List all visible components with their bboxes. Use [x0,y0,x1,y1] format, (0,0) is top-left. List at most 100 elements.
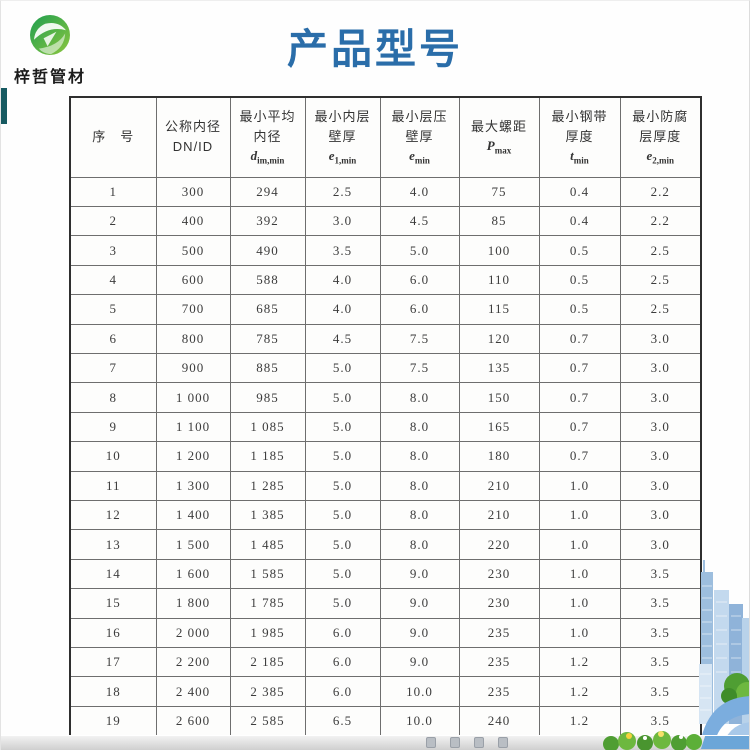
table-row: 14 1 600 1 585 5.0 9.0 230 1.0 3.5 [69,558,702,590]
table-cell: 2 200 [155,646,231,678]
table-cell: 6.0 [379,264,460,296]
table-cell: 0.7 [538,382,621,413]
table-cell: 4.0 [304,294,381,325]
table-row: 13 1 500 1 485 5.0 8.0 220 1.0 3.0 [69,529,702,560]
table-cell: 900 [155,352,231,384]
table-cell: 1.0 [538,470,621,501]
table-cell: 0.5 [538,235,621,266]
table-cell: 294 [229,176,306,207]
table-cell: 1.0 [538,617,621,649]
table-cell: 5.0 [304,352,381,384]
table-cell: 1.0 [538,558,621,590]
table-cell: 5.0 [304,588,381,619]
table-cell: 2.2 [619,205,702,237]
table-cell: 2 000 [155,617,231,649]
table-cell: 600 [155,264,231,296]
table-cell: 500 [155,235,231,266]
table-cell: 11 [69,470,157,501]
table-row: 16 2 000 1 985 6.0 9.0 235 1.0 3.5 [69,617,702,649]
taskbar-strip [1,731,749,750]
table-cell: 3 [69,235,157,266]
table-cell: 2.5 [619,235,702,266]
table-cell: 3.5 [619,617,702,649]
table-cell: 2.5 [619,264,702,296]
column-header: 最小钢带 厚度 tmin [538,96,621,178]
table-cell: 3.0 [619,382,702,413]
table-row: 11 1 300 1 285 5.0 8.0 210 1.0 3.0 [69,470,702,501]
table-cell: 1 000 [155,382,231,413]
table-row: 5 700 685 4.0 6.0 115 0.5 2.5 [69,294,702,325]
table-cell: 230 [458,558,540,590]
column-header: 最小层压 壁厚 emin [379,96,460,178]
table-cell: 5.0 [304,529,381,560]
table-cell: 7 [69,352,157,384]
table-cell: 3.0 [619,352,702,384]
table-cell: 9.0 [379,588,460,619]
table-cell: 490 [229,235,306,266]
table-cell: 120 [458,323,540,354]
left-accent-bar [1,88,7,124]
column-header: 公称内径 DN/ID [155,96,231,178]
table-cell: 240 [458,705,540,737]
table-cell: 2.5 [619,294,702,325]
table-cell: 180 [458,441,540,472]
table-cell: 4.5 [304,323,381,354]
table-cell: 8.0 [379,441,460,472]
table-cell: 1 485 [229,529,306,560]
table-cell: 5.0 [304,411,381,443]
table-cell: 1 400 [155,499,231,531]
table-cell: 235 [458,646,540,678]
table-cell: 5.0 [379,235,460,266]
table-cell: 9.0 [379,617,460,649]
table-cell: 5.0 [304,499,381,531]
table-cell: 700 [155,294,231,325]
table-cell: 10 [69,441,157,472]
table-cell: 0.7 [538,352,621,384]
table-cell: 15 [69,588,157,619]
table-cell: 1 100 [155,411,231,443]
table-cell: 210 [458,470,540,501]
blue-banner-decoration [700,736,749,749]
table-cell: 685 [229,294,306,325]
table-cell: 235 [458,676,540,707]
table-cell: 135 [458,352,540,384]
table-cell: 2 185 [229,646,306,678]
table-cell: 85 [458,205,540,237]
taskbar-icons [426,737,508,748]
table-cell: 4.5 [379,205,460,237]
column-header: 最小防腐 层厚度 e2,min [619,96,702,178]
table-cell: 8.0 [379,411,460,443]
table-cell: 1 285 [229,470,306,501]
table-cell: 0.4 [538,176,621,207]
table-cell: 0.5 [538,264,621,296]
table-cell: 4 [69,264,157,296]
table-cell: 3.0 [619,411,702,443]
table-cell: 3.5 [619,676,702,707]
table-cell: 1 085 [229,411,306,443]
table-cell: 18 [69,676,157,707]
table-cell: 16 [69,617,157,649]
table-row: 2 400 392 3.0 4.5 85 0.4 2.2 [69,205,702,237]
table-cell: 1.0 [538,588,621,619]
table-cell: 6.0 [379,294,460,325]
table-cell: 5.0 [304,470,381,501]
table-cell: 785 [229,323,306,354]
table-cell: 9.0 [379,646,460,678]
page-title: 产品型号 [287,26,463,72]
table-cell: 1 300 [155,470,231,501]
table-cell: 2 [69,205,157,237]
table-cell: 12 [69,499,157,531]
table-cell: 1.2 [538,705,621,737]
table-cell: 392 [229,205,306,237]
table-cell: 2.2 [619,176,702,207]
table-cell: 1 200 [155,441,231,472]
table-cell: 110 [458,264,540,296]
table-cell: 13 [69,529,157,560]
table-cell: 19 [69,705,157,737]
table-header-row: 序 号公称内径 DN/ID 最小平均 内径 dim,min 最小内层 壁厚 e1,min 最小层… [69,96,702,178]
table-cell: 1 385 [229,499,306,531]
logo-company-name: 梓哲管材 [13,69,86,86]
